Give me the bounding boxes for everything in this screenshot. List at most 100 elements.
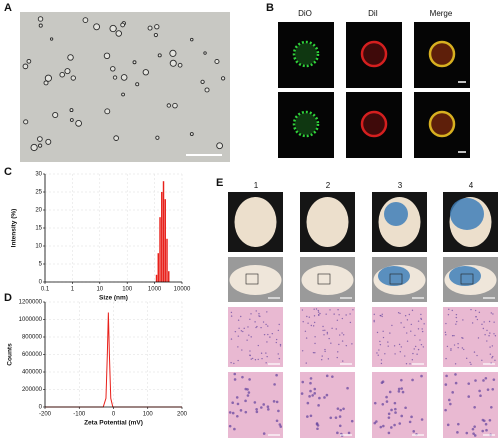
nucleus xyxy=(473,425,476,428)
nucleus xyxy=(247,391,251,394)
vesicle xyxy=(120,74,128,81)
nucleus xyxy=(475,316,477,318)
histology xyxy=(300,307,355,367)
nucleus xyxy=(255,326,257,329)
vesicle xyxy=(67,54,74,61)
nucleus xyxy=(338,314,340,316)
cell-fill xyxy=(431,43,453,65)
nucleus xyxy=(326,331,329,334)
panel-label: D xyxy=(4,292,12,304)
nucleus xyxy=(453,344,456,346)
nucleus xyxy=(345,344,348,347)
y-tick-label: 1000000 xyxy=(19,317,43,323)
nucleus xyxy=(467,382,471,385)
nucleus xyxy=(491,388,495,391)
nucleus xyxy=(338,415,342,418)
nucleus xyxy=(237,359,239,362)
y-tick-label: 5 xyxy=(39,262,43,268)
nucleus xyxy=(384,353,386,355)
y-tick-label: 0 xyxy=(39,280,43,286)
nucleus xyxy=(473,434,477,437)
column-header: 4 xyxy=(469,181,474,190)
nucleus xyxy=(476,354,478,357)
nucleus xyxy=(449,402,452,406)
nucleus xyxy=(420,343,423,346)
vesicle xyxy=(216,142,223,150)
nucleus xyxy=(320,359,323,361)
y-tick-label: 30 xyxy=(35,172,42,178)
nucleus xyxy=(406,319,409,321)
nucleus xyxy=(409,363,411,365)
nucleus xyxy=(474,309,477,312)
nucleus xyxy=(243,327,245,330)
cell-ring xyxy=(360,40,388,68)
nucleus xyxy=(266,311,268,313)
x-tick-label: 100 xyxy=(143,412,154,418)
nucleus xyxy=(382,330,384,332)
nucleus xyxy=(244,387,248,391)
nucleus xyxy=(334,416,338,419)
nucleus xyxy=(324,348,326,351)
nucleus xyxy=(236,414,239,418)
nucleus xyxy=(408,420,412,424)
vesicle xyxy=(169,49,177,57)
nucleus xyxy=(478,389,481,393)
nucleus xyxy=(278,423,282,426)
nucleus xyxy=(389,332,391,334)
vesicle xyxy=(82,17,89,23)
nucleus xyxy=(420,318,423,321)
nucleus xyxy=(489,332,491,334)
nucleus xyxy=(315,422,319,426)
nucleus xyxy=(314,342,316,345)
nucleus xyxy=(404,315,407,317)
nucleus xyxy=(313,308,315,310)
nucleus xyxy=(313,392,317,395)
nucleus xyxy=(421,330,424,333)
nucleus xyxy=(490,405,493,409)
nucleus xyxy=(401,390,405,394)
nucleus xyxy=(408,313,411,316)
nucleus xyxy=(420,418,424,421)
nucleus xyxy=(250,336,252,338)
nucleus xyxy=(311,394,314,397)
nucleus xyxy=(265,352,267,354)
nucleus xyxy=(481,323,483,326)
vesicle xyxy=(43,80,49,86)
vesicle xyxy=(109,24,117,33)
histology xyxy=(300,372,355,438)
nucleus xyxy=(230,338,233,340)
nucleus xyxy=(375,420,378,423)
vesicle xyxy=(45,138,52,145)
nucleus xyxy=(381,403,385,406)
nucleus xyxy=(476,318,479,321)
dye xyxy=(384,202,408,226)
nucleus xyxy=(314,336,316,338)
nucleus xyxy=(302,320,304,323)
bar xyxy=(166,238,168,282)
nucleus xyxy=(324,350,326,353)
nucleus xyxy=(275,341,277,344)
vesicle xyxy=(23,119,29,125)
nucleus xyxy=(381,380,385,384)
vesicle xyxy=(172,102,178,109)
brain-slice xyxy=(229,265,282,295)
nucleus xyxy=(414,345,417,348)
nucleus xyxy=(404,355,406,357)
nucleus xyxy=(486,340,488,342)
brain xyxy=(306,197,349,247)
nucleus xyxy=(244,410,248,414)
vesicle xyxy=(59,71,65,78)
y-tick-label: 10 xyxy=(35,244,42,250)
y-tick-label: 400000 xyxy=(22,370,43,376)
vesicle xyxy=(214,58,220,65)
nucleus xyxy=(239,409,243,412)
cell-fill xyxy=(295,43,317,65)
nucleus xyxy=(309,389,312,393)
nucleus xyxy=(323,334,325,336)
nucleus xyxy=(416,353,418,355)
nucleus xyxy=(237,319,240,321)
nucleus xyxy=(315,308,318,310)
nucleus xyxy=(336,356,338,359)
cell-ring xyxy=(360,110,388,138)
histology xyxy=(228,307,283,367)
